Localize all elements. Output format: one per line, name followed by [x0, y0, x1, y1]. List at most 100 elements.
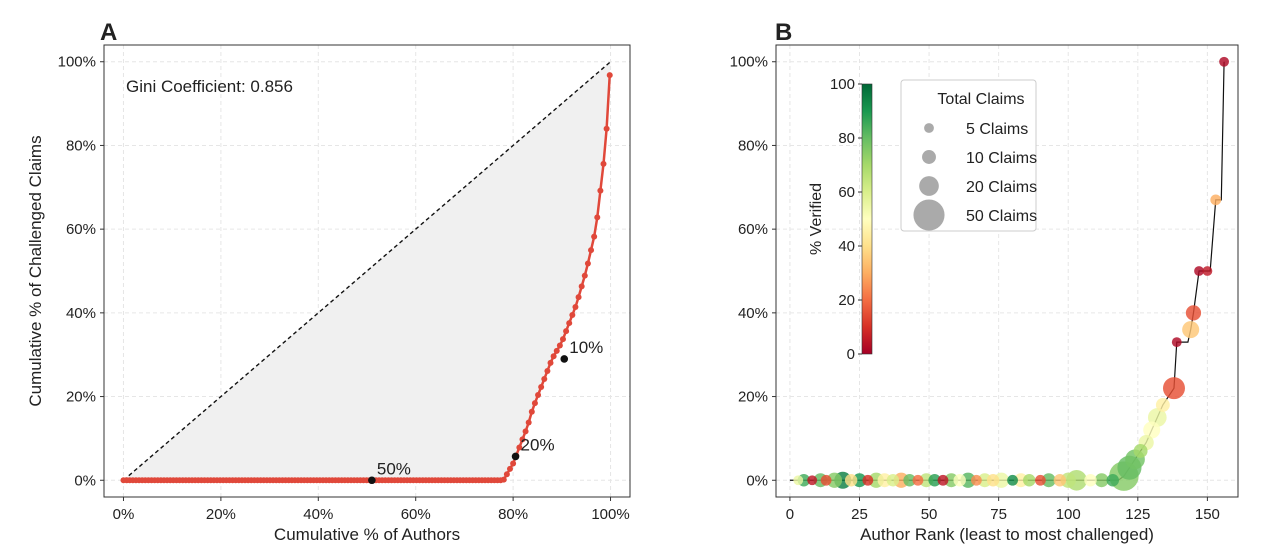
panel-b-ticks: 0 25 50 75 100 125 150 0% 20% 40% 60% 80% 100%: [730, 54, 1220, 523]
author-point: [1194, 266, 1204, 276]
y-tick-label: 20%: [66, 389, 96, 406]
lorenz-point: [556, 342, 563, 349]
author-point: [886, 474, 900, 487]
lorenz-point: [503, 471, 510, 478]
author-point: [1041, 473, 1056, 488]
panel-b-xlabel: Author Rank (least to most challenged): [860, 525, 1154, 544]
size-legend-entries: 5 Claims 10 Claims 20 Claims 50 Claims: [913, 121, 1037, 231]
panel-a-label: A: [100, 19, 117, 46]
author-point: [1094, 473, 1109, 488]
y-tick-label: 20%: [738, 389, 768, 406]
colorbar-tick-label: 0: [847, 346, 855, 363]
y-tick-label: 100%: [730, 54, 768, 71]
lorenz-point: [591, 233, 598, 240]
author-point: [1007, 474, 1018, 486]
colorbar-tick-label: 80: [838, 130, 855, 147]
panel-a-markers: 50% 20% 10%: [368, 338, 603, 485]
inequality-area: [123, 61, 611, 481]
x-tick-label: 100%: [591, 506, 629, 523]
lorenz-point: [597, 187, 604, 194]
author-point: [844, 474, 858, 487]
colorbar-tick-label: 100: [830, 76, 855, 93]
percentile-marker: [560, 355, 569, 363]
lorenz-point: [522, 428, 529, 435]
lorenz-point: [581, 272, 588, 279]
equality-line: [123, 61, 611, 481]
colorbar-tick-label: 20: [838, 292, 855, 309]
x-tick-label: 40%: [303, 506, 333, 523]
author-point: [928, 474, 941, 487]
author-point: [1035, 474, 1046, 486]
author-point: [912, 474, 924, 486]
lorenz-point: [541, 375, 548, 382]
x-tick-label: 80%: [498, 506, 528, 523]
panel-a-gini-annotation: Gini Coefficient: 0.856: [126, 77, 293, 96]
lorenz-point: [544, 367, 551, 374]
author-point: [1053, 474, 1067, 487]
x-tick-label: 25: [851, 506, 868, 523]
author-point: [1155, 397, 1170, 412]
author-point: [1143, 421, 1161, 439]
colorbar-label: % Verified: [808, 183, 825, 255]
size-legend-marker: [913, 199, 945, 231]
y-tick-label: 60%: [738, 221, 768, 238]
author-point: [903, 474, 916, 487]
panel-a-area: [123, 61, 611, 481]
panel-a-frame: [103, 44, 631, 498]
author-point: [1084, 474, 1097, 487]
author-point: [862, 474, 874, 486]
size-legend-marker: [919, 176, 939, 196]
x-tick-label: 125: [1125, 506, 1150, 523]
lorenz-point: [550, 353, 557, 360]
lorenz-point: [538, 384, 545, 391]
author-point: [793, 475, 804, 486]
author-point: [953, 474, 966, 487]
panel-b-label: B: [775, 19, 792, 46]
x-tick-label: 100: [1056, 506, 1081, 523]
size-legend-marker: [924, 123, 934, 133]
y-tick-label: 100%: [58, 54, 96, 71]
x-tick-label: 0: [786, 506, 794, 523]
author-point: [1162, 377, 1185, 400]
colorbar: 0 20 40 60 80 100 % Verified: [808, 76, 873, 363]
author-point: [1210, 194, 1222, 206]
lorenz-point: [516, 444, 523, 451]
percentile-marker: [511, 452, 520, 461]
author-point: [1171, 337, 1182, 348]
panel-a: A 50% 20% 10% 0% 20% 40% 60% 80% 100% 0% 20% 40% 60…: [26, 19, 631, 544]
lorenz-point: [519, 436, 526, 443]
lorenz-point: [528, 408, 535, 415]
y-tick-label: 0%: [74, 472, 96, 489]
colorbar-gradient: [861, 83, 873, 355]
x-tick-label: 75: [990, 506, 1007, 523]
lorenz-point: [500, 476, 507, 483]
y-tick-label: 40%: [66, 305, 96, 322]
lorenz-point: [559, 336, 566, 343]
size-legend-label: 50 Claims: [966, 208, 1037, 225]
lorenz-point: [531, 400, 538, 407]
size-legend-label: 5 Claims: [966, 121, 1028, 138]
percentile-marker-label: 20%: [521, 435, 555, 454]
author-point: [820, 474, 832, 486]
x-tick-label: 50: [921, 506, 938, 523]
author-point: [970, 474, 982, 486]
x-tick-label: 150: [1195, 506, 1220, 523]
panel-a-xlabel: Cumulative % of Authors: [274, 525, 460, 544]
size-legend-label: 20 Claims: [966, 179, 1037, 196]
size-legend-label: 10 Claims: [966, 150, 1037, 167]
colorbar-tick-label: 40: [838, 238, 855, 255]
y-tick-label: 40%: [738, 305, 768, 322]
x-tick-label: 0%: [113, 506, 135, 523]
author-point: [826, 472, 843, 488]
panel-b: B 0 25 50 75 100 125 150 0% 20% 40% 60% 80% 100% Aut…: [730, 19, 1239, 544]
percentile-marker: [368, 476, 376, 485]
lorenz-point: [603, 125, 610, 132]
author-point: [1219, 56, 1230, 67]
panel-a-ticks: 0% 20% 40% 60% 80% 100% 0% 20% 40% 60% 80% 100%: [58, 54, 630, 523]
panel-a-ylabel: Cumulative % of Challenged Claims: [26, 135, 45, 406]
panel-a-points: [120, 72, 613, 484]
percentile-marker-label: 50%: [377, 459, 411, 478]
author-point: [1106, 474, 1119, 487]
